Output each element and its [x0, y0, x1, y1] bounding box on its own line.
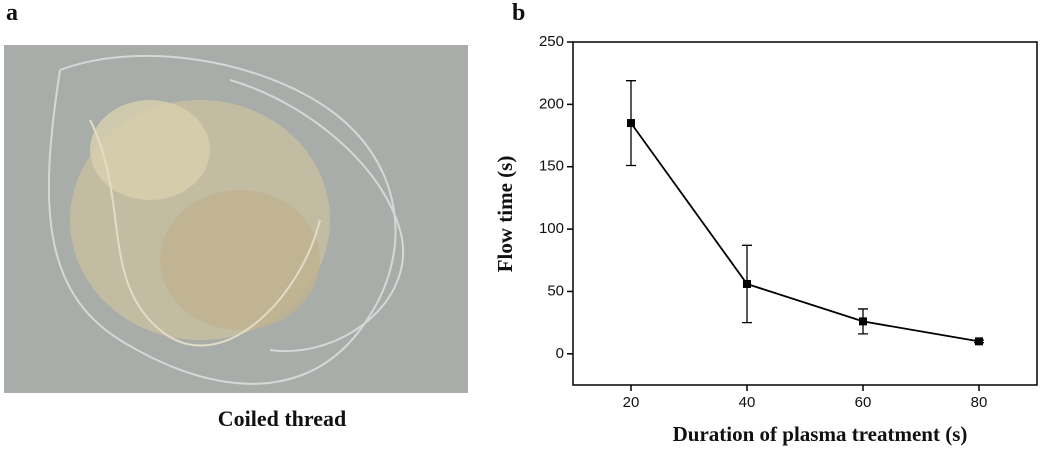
plot-frame — [572, 41, 1038, 386]
x-axis-label: Duration of plasma treatment (s) — [673, 422, 968, 446]
photo-caption: Coiled thread — [218, 406, 347, 431]
data-point — [859, 317, 867, 326]
y-tick-label: 250 — [539, 33, 564, 50]
y-tick-label: 150 — [539, 158, 564, 175]
photo — [4, 45, 468, 393]
y-tick-label: 100 — [539, 220, 564, 237]
data-point — [743, 279, 751, 288]
y-tick-label: 50 — [547, 282, 564, 299]
y-axis-label: Flow time (s) — [493, 156, 517, 273]
x-tick-label: 80 — [971, 394, 988, 411]
panel-label: a — [6, 0, 18, 26]
data-line — [630, 122, 980, 343]
data-point — [627, 119, 635, 128]
y-tick-label: 200 — [539, 95, 564, 112]
panel-label: b — [512, 0, 525, 26]
y-tick-label: 0 — [556, 345, 564, 362]
x-tick-label: 60 — [855, 394, 872, 411]
x-tick-label: 40 — [739, 394, 756, 411]
x-tick-label: 20 — [623, 394, 640, 411]
data-point — [975, 337, 983, 346]
